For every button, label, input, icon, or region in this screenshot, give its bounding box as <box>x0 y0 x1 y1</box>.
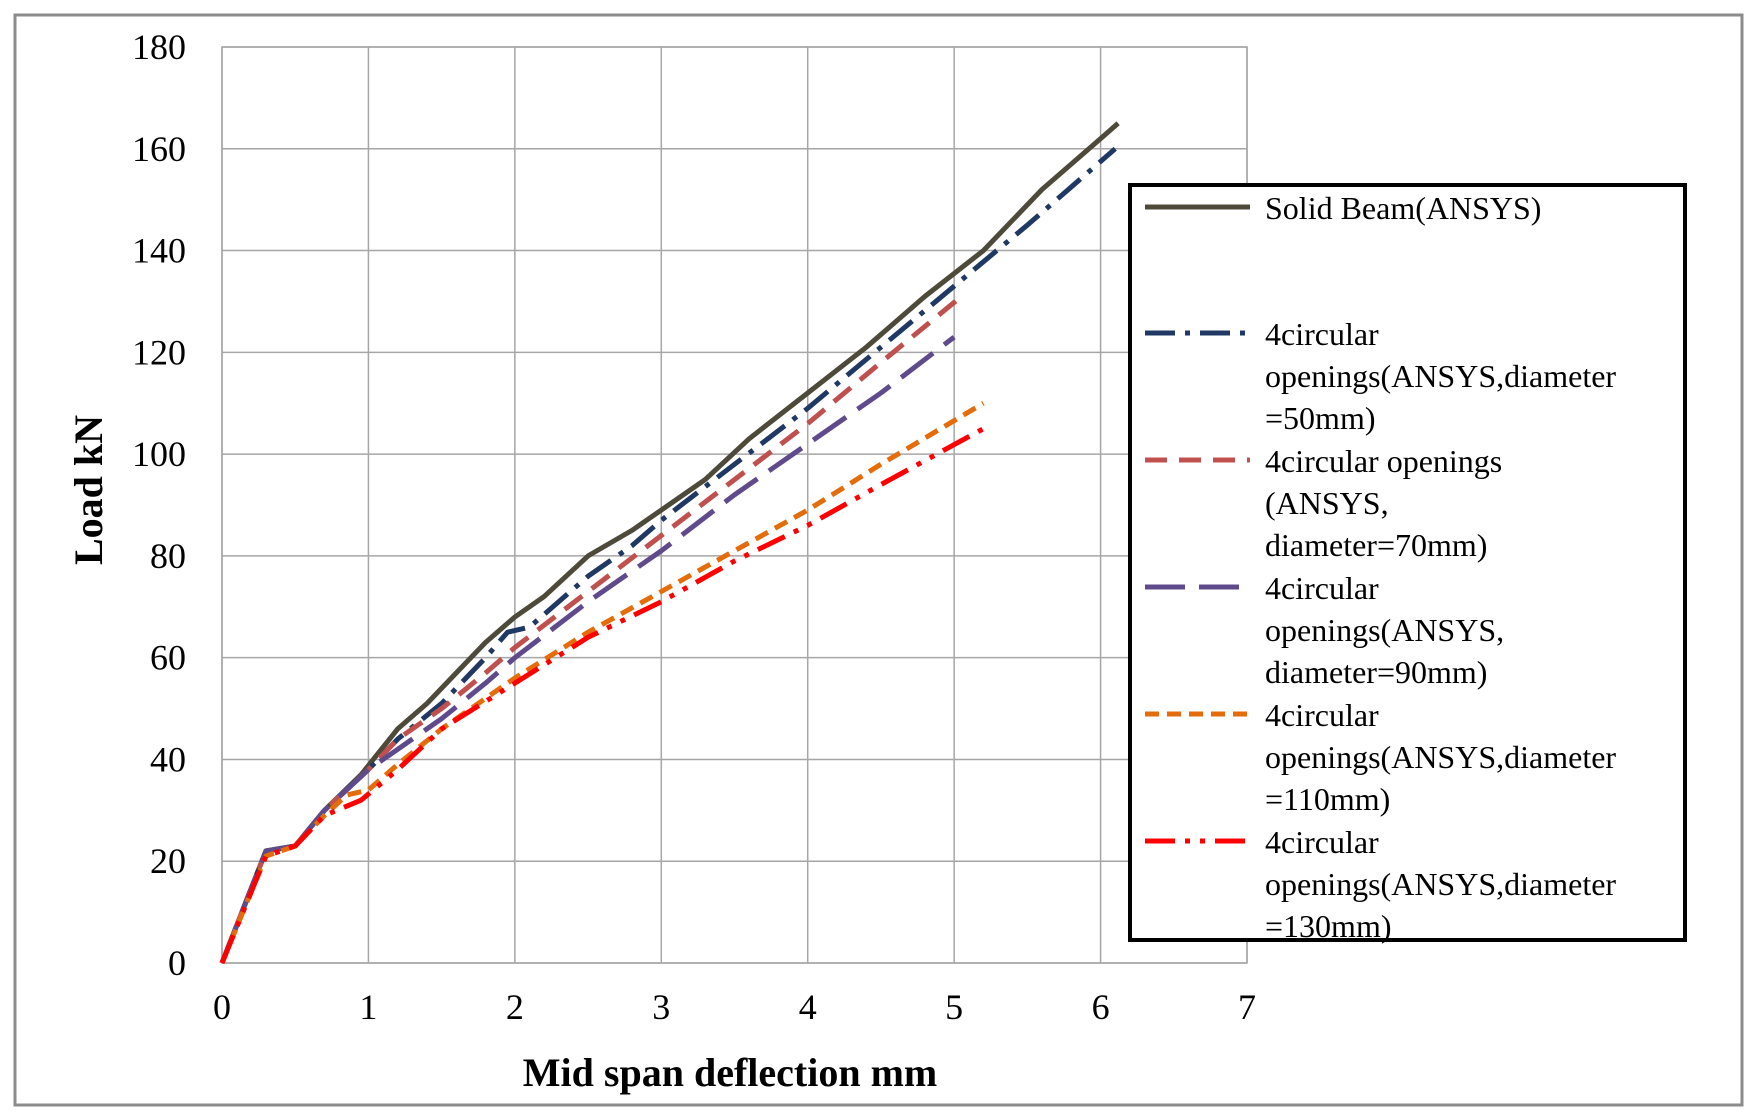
legend-entry-4: 4circular openings(ANSYS, diameter=90mm) <box>1145 570 1504 690</box>
series-line-6 <box>219 426 985 964</box>
y-tick-label: 20 <box>150 841 186 881</box>
x-tick-label: 2 <box>506 987 524 1027</box>
legend-label: =50mm) <box>1265 400 1375 436</box>
x-tick-label: 0 <box>213 987 231 1027</box>
legend: Solid Beam(ANSYS) 4circular openings(ANSYS… <box>1128 183 1687 944</box>
legend-label: 4circular <box>1265 697 1379 733</box>
legend-label: 4circular openings <box>1265 443 1502 479</box>
y-tick-label: 160 <box>132 129 186 169</box>
y-tick-label: 0 <box>168 943 186 983</box>
x-tick-label: 6 <box>1092 987 1110 1027</box>
x-tick-label: 5 <box>945 987 963 1027</box>
series-line-2 <box>219 146 1117 964</box>
x-axis-label: Mid span deflection mm <box>523 1050 937 1095</box>
legend-label: 4circular <box>1265 824 1379 860</box>
y-tick-label: 120 <box>132 332 186 372</box>
x-tick-label: 7 <box>1238 987 1256 1027</box>
y-tick-label: 140 <box>132 231 186 271</box>
y-tick-label: 40 <box>150 739 186 779</box>
legend-box <box>1128 183 1687 942</box>
legend-label: diameter=90mm) <box>1265 654 1487 690</box>
legend-label: openings(ANSYS, <box>1265 612 1504 648</box>
legend-entry-6: 4circular openings(ANSYS,diameter =130mm) <box>1145 824 1616 944</box>
series-lines <box>219 121 1120 964</box>
legend-label: Solid Beam(ANSYS) <box>1265 190 1541 226</box>
x-tick-label: 1 <box>359 987 377 1027</box>
legend-label: =110mm) <box>1265 781 1390 817</box>
x-tick-label: 3 <box>652 987 670 1027</box>
y-tick-label: 180 <box>132 27 186 67</box>
y-axis-label: Load kN <box>66 415 111 565</box>
legend-label: (ANSYS, <box>1265 485 1389 521</box>
legend-label: 4circular <box>1265 570 1379 606</box>
legend-label: openings(ANSYS,diameter <box>1265 739 1616 775</box>
legend-entry-3: 4circular openings (ANSYS, diameter=70mm) <box>1145 443 1502 563</box>
x-tick-label: 4 <box>799 987 817 1027</box>
legend-label: =130mm) <box>1265 908 1391 944</box>
legend-label: diameter=70mm) <box>1265 527 1487 563</box>
x-tick-labels: 0 1 2 3 4 5 6 7 <box>213 987 1256 1027</box>
legend-entry-1: Solid Beam(ANSYS) <box>1145 190 1541 226</box>
y-tick-labels: 0 20 40 60 80 100 120 140 160 180 <box>132 27 186 983</box>
legend-entry-2: 4circular openings(ANSYS,diameter =50mm) <box>1145 316 1616 436</box>
legend-label: openings(ANSYS,diameter <box>1265 866 1616 902</box>
legend-entry-5: 4circular openings(ANSYS,diameter =110mm) <box>1145 697 1616 817</box>
y-tick-label: 60 <box>150 638 186 678</box>
series-line-3 <box>219 294 964 964</box>
legend-label: openings(ANSYS,diameter <box>1265 358 1616 394</box>
y-tick-label: 100 <box>132 434 186 474</box>
legend-label: 4circular <box>1265 316 1379 352</box>
y-tick-label: 80 <box>150 536 186 576</box>
